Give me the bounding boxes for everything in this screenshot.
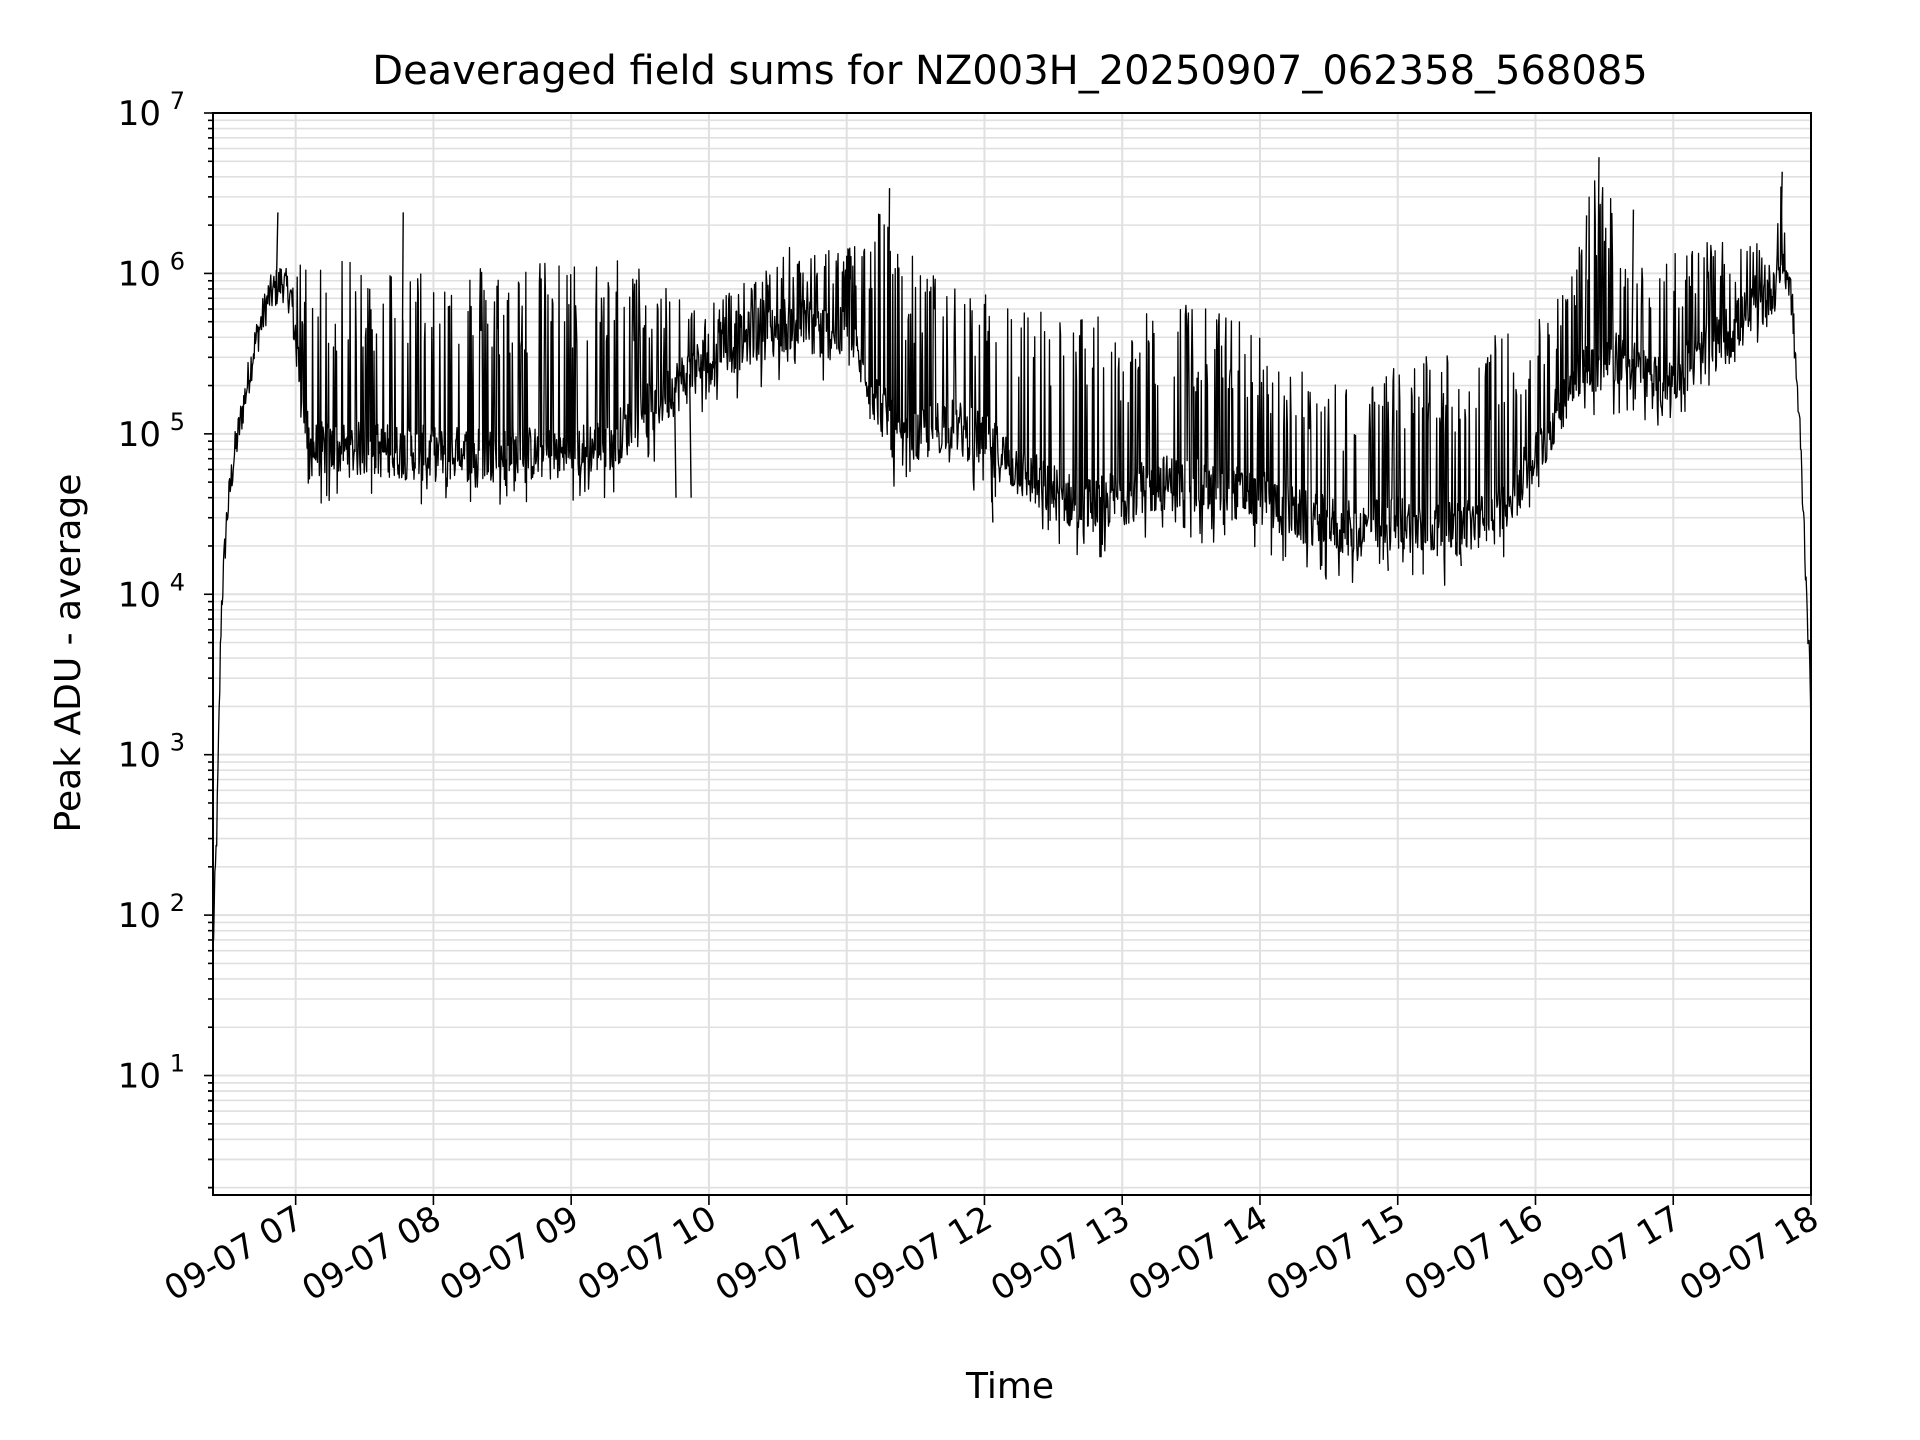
axes bbox=[204, 112, 1812, 1205]
x-axis-label: Time bbox=[965, 1366, 1054, 1407]
series-spike bbox=[1459, 528, 1462, 567]
y-tick-label: 10 bbox=[118, 254, 161, 294]
y-tick-label: 10 bbox=[118, 896, 161, 936]
series-spike bbox=[1596, 157, 1600, 364]
y-tick-label: 10 bbox=[118, 736, 161, 776]
y-tick-label: 10 bbox=[118, 575, 161, 615]
grid bbox=[213, 113, 1812, 1195]
y-axis-label: Peak ADU - average bbox=[48, 474, 89, 833]
series-spike bbox=[1779, 171, 1783, 266]
y-tick-exponent: 2 bbox=[170, 889, 185, 917]
series-spike bbox=[887, 188, 891, 422]
chart-title: Deaveraged field sums for NZ003H_2025090… bbox=[372, 48, 1647, 94]
y-tick-exponent: 5 bbox=[170, 408, 185, 436]
y-tick-exponent: 1 bbox=[170, 1050, 185, 1078]
y-tick-labels: 10 1 10 2 10 3 10 4 10 5 10 6 10 7 bbox=[118, 87, 185, 1097]
series-spike bbox=[1631, 209, 1635, 367]
y-tick-label: 10 bbox=[118, 94, 161, 134]
series-line bbox=[212, 180, 1812, 945]
y-tick-label: 10 bbox=[118, 415, 161, 455]
y-tick-exponent: 3 bbox=[170, 729, 185, 757]
series-spike bbox=[990, 446, 994, 523]
series-spike bbox=[673, 387, 677, 498]
y-tick-exponent: 6 bbox=[170, 247, 185, 275]
plot-frame bbox=[212, 112, 1812, 1196]
series-spike bbox=[1584, 215, 1588, 368]
series-spike bbox=[1386, 524, 1389, 571]
y-tick-exponent: 7 bbox=[170, 87, 185, 115]
series-spike bbox=[401, 212, 404, 452]
series-spike bbox=[275, 212, 279, 288]
y-tick-exponent: 4 bbox=[170, 568, 185, 596]
data-series bbox=[212, 157, 1812, 945]
series-spike bbox=[688, 374, 692, 498]
y-tick-label: 10 bbox=[118, 1057, 161, 1097]
